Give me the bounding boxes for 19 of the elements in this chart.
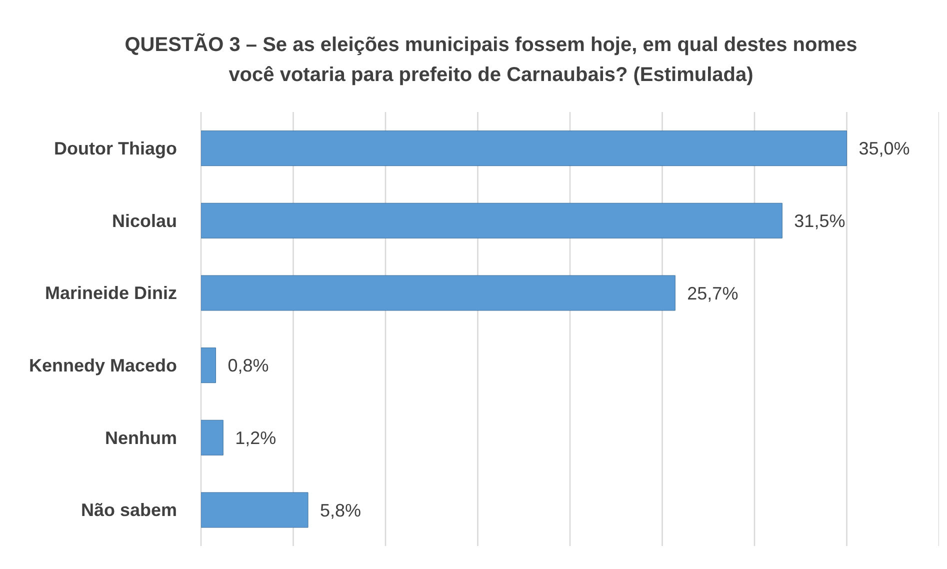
- y-tick-label: Kennedy Macedo: [28, 356, 177, 376]
- data-label: 35,0%: [858, 138, 910, 159]
- bar: [201, 420, 224, 456]
- y-tick-label: Nicolau: [112, 210, 177, 231]
- y-tick-label: Marineide Diniz: [44, 283, 177, 304]
- data-label: 5,8%: [320, 500, 362, 520]
- chart-title: QUESTÃO 3 – Se as eleições municipais fossem hoje, em qual destes nomes você votaria para prefeito de Carnaubais? (Estimulada): [124, 32, 858, 88]
- bar: [201, 202, 782, 238]
- data-label: 0,8%: [228, 356, 269, 376]
- bar: [201, 492, 308, 528]
- bar: [201, 275, 676, 311]
- bar: [201, 348, 216, 384]
- y-tick-label: Doutor Thiago: [54, 138, 177, 159]
- data-label: 1,2%: [235, 428, 276, 448]
- y-tick-label: Nenhum: [105, 428, 177, 448]
- data-label: 25,7%: [687, 283, 738, 304]
- data-label: 31,5%: [794, 211, 846, 232]
- y-tick-label: Não sabem: [80, 500, 177, 520]
- bar: [201, 130, 847, 166]
